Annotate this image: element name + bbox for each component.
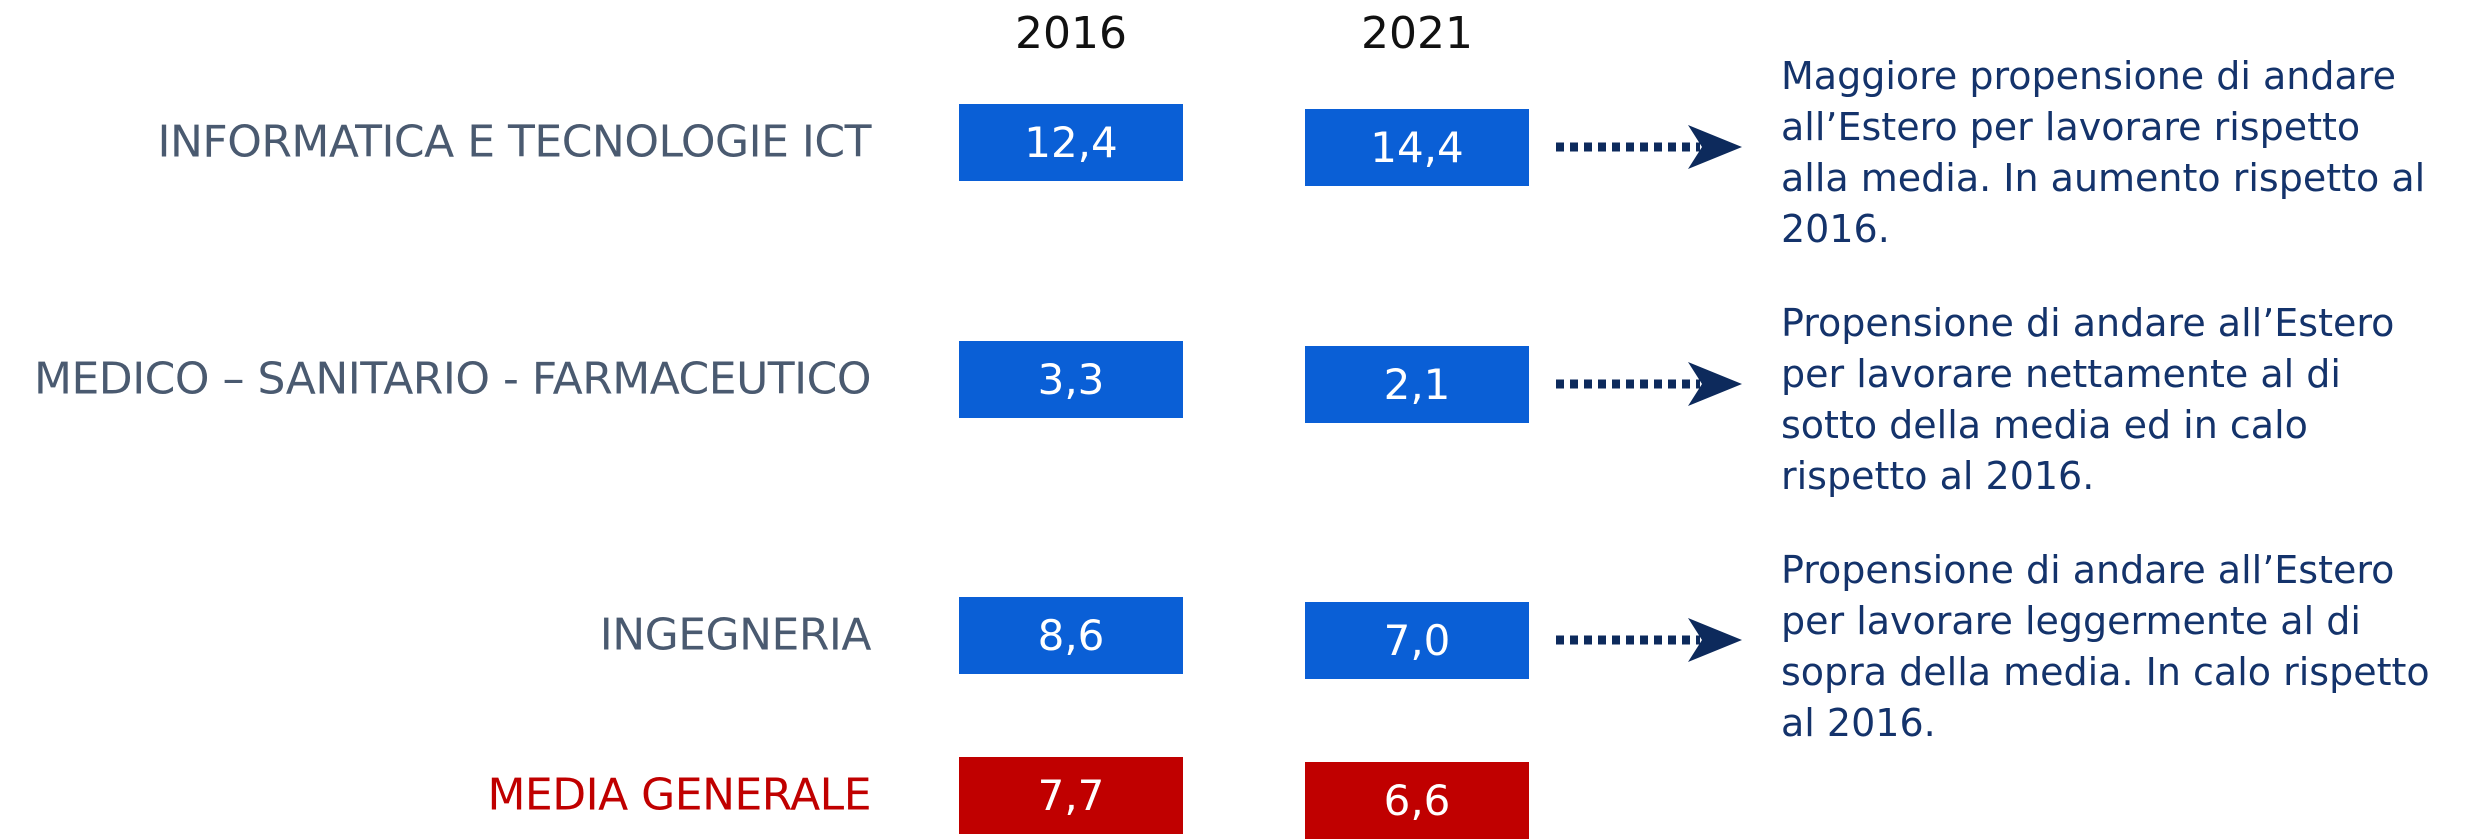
row-label: INGEGNERIA <box>599 609 872 661</box>
note-line: 2016. <box>1781 207 1890 251</box>
arrow <box>1556 125 1742 169</box>
note: Maggiore propensione di andare all’Estero… <box>1781 51 2425 255</box>
value-box: 2,1 <box>1305 346 1529 423</box>
note-line: sotto della media ed in calo <box>1781 403 2308 447</box>
column-header: 2016 <box>1015 8 1127 59</box>
note-line: per lavorare leggermente al di <box>1781 599 2361 643</box>
value-box: 3,3 <box>959 341 1183 418</box>
note-line: al 2016. <box>1781 701 1936 745</box>
value-box: 12,4 <box>959 104 1183 181</box>
value-box: 8,6 <box>959 597 1183 674</box>
note: Propensione di andare all’Estero per lavo… <box>1781 545 2430 749</box>
value-box: 7,0 <box>1305 602 1529 679</box>
note-line: alla media. In aumento rispetto al <box>1781 156 2426 200</box>
value-box: 7,7 <box>959 757 1183 834</box>
value-box: 6,6 <box>1305 762 1529 839</box>
note-line: per lavorare nettamente al di <box>1781 352 2341 396</box>
arrow <box>1556 618 1742 662</box>
row-label: MEDIA GENERALE <box>487 769 871 821</box>
note-line: all’Estero per lavorare rispetto <box>1781 105 2361 149</box>
note-line: Maggiore propensione di andare <box>1781 54 2396 98</box>
arrow <box>1556 362 1742 406</box>
note-line: rispetto al 2016. <box>1781 454 2095 498</box>
row-label: INFORMATICA E TECNOLOGIE ICT <box>157 116 872 168</box>
row-label: MEDICO – SANITARIO - FARMACEUTICO <box>34 353 871 405</box>
column-header: 2021 <box>1361 8 1473 59</box>
note-line: Propensione di andare all’Estero <box>1781 301 2395 345</box>
note-line: sopra della media. In calo rispetto <box>1781 650 2430 694</box>
note-line: Propensione di andare all’Estero <box>1781 548 2395 592</box>
note: Propensione di andare all’Estero per lavo… <box>1781 298 2394 502</box>
value-box: 14,4 <box>1305 109 1529 186</box>
